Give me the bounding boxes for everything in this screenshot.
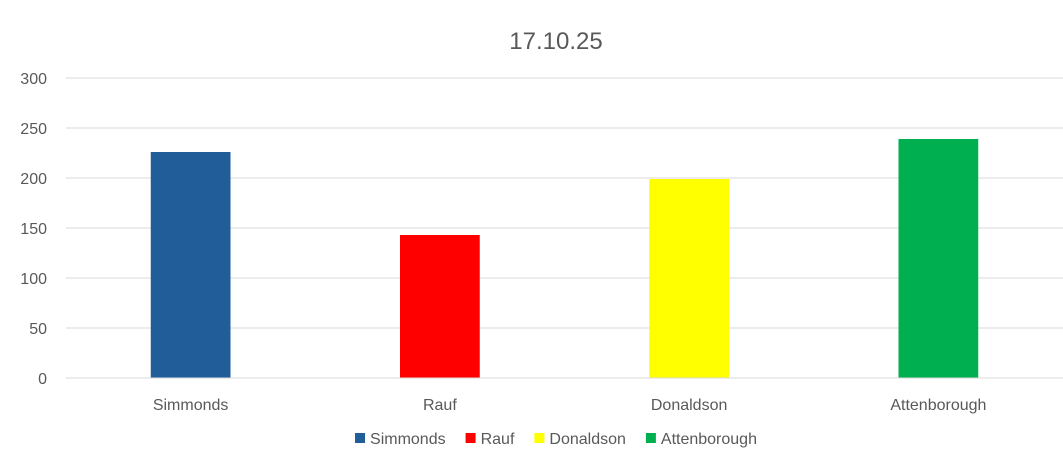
y-axis-tick-labels: 0 50 100 150 200 250 300 [20, 71, 47, 388]
bar-donaldson [649, 179, 730, 378]
bar-rauf [399, 235, 480, 378]
legend-swatch [534, 433, 545, 443]
bar-attenborough [898, 139, 979, 378]
legend-swatch [465, 433, 476, 443]
legend-label: Attenborough [661, 431, 757, 448]
y-tick-label: 300 [20, 71, 47, 88]
x-tick-label: Simmonds [153, 397, 229, 414]
legend: Simmonds Rauf Donaldson Attenborough [355, 431, 757, 448]
x-tick-label: Rauf [423, 397, 457, 414]
legend-label: Simmonds [370, 431, 446, 448]
x-tick-label: Donaldson [651, 397, 728, 414]
legend-item-rauf: Rauf [465, 431, 515, 448]
legend-label: Rauf [481, 431, 515, 448]
y-tick-label: 150 [20, 221, 47, 238]
y-tick-label: 200 [20, 171, 47, 188]
y-tick-label: 250 [20, 121, 47, 138]
y-tick-label: 50 [29, 321, 47, 338]
legend-item-donaldson: Donaldson [534, 431, 626, 448]
legend-label: Donaldson [549, 431, 626, 448]
x-axis-tick-labels: Simmonds Rauf Donaldson Attenborough [153, 397, 987, 414]
legend-swatch [645, 433, 656, 443]
legend-swatch [355, 433, 366, 443]
y-tick-label: 0 [38, 371, 47, 388]
legend-item-attenborough: Attenborough [645, 431, 757, 448]
bars [150, 139, 979, 378]
gridlines [66, 77, 1063, 329]
chart-title: 17.10.25 [509, 28, 602, 55]
x-tick-label: Attenborough [890, 397, 986, 414]
legend-item-simmonds: Simmonds [355, 431, 446, 448]
bar-simmonds [150, 152, 231, 378]
y-tick-label: 100 [20, 271, 47, 288]
